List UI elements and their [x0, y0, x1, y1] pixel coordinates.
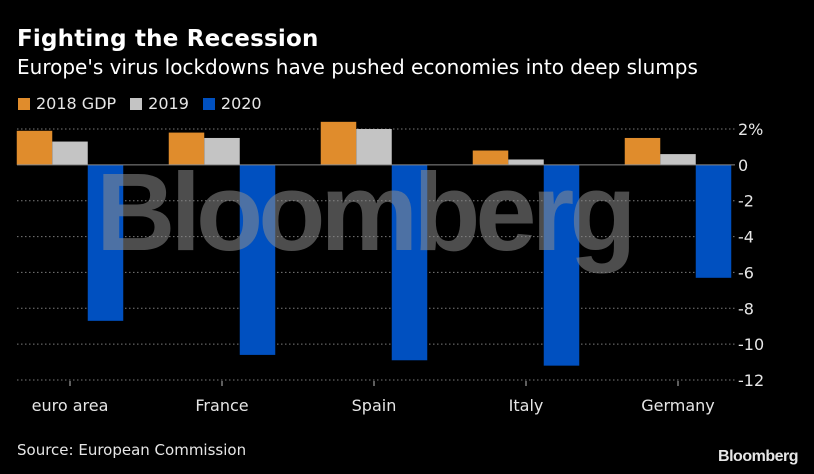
- bar-2020-spain: [391, 164, 428, 361]
- bar-2018-gdp-euro-area: [16, 130, 53, 165]
- y-tick-label: -12: [738, 371, 764, 390]
- y-axis-ticks: 2% 0 -2 -4 -6 -8 -10 -12: [738, 120, 764, 390]
- x-tick-label: Spain: [352, 396, 397, 415]
- legend: 2018 GDP 2019 2020: [18, 94, 276, 113]
- legend-item-2019: 2019: [130, 94, 189, 113]
- chart-title: Fighting the Recession: [17, 26, 319, 52]
- y-tick-label: 2%: [738, 120, 763, 139]
- y-tick-label: -6: [738, 263, 754, 282]
- bar-2019-spain: [356, 129, 392, 165]
- legend-swatch-2019: [130, 97, 143, 110]
- bar-2019-euro-area: [52, 141, 88, 165]
- x-tick-label: France: [195, 396, 248, 415]
- x-tick-label: Italy: [509, 396, 544, 415]
- legend-label-2019: 2019: [148, 94, 189, 113]
- legend-swatch-2020: [202, 97, 215, 110]
- source-note: Source: European Commission: [17, 441, 247, 459]
- bar-2018-gdp-france: [168, 132, 205, 165]
- y-tick-label: 0: [738, 156, 748, 175]
- chart-subtitle: Europe's virus lockdowns have pushed eco…: [17, 55, 698, 79]
- bar-2018-gdp-italy: [472, 150, 509, 165]
- bar-2020-germany: [695, 164, 732, 278]
- x-axis-ticks: euro area France Spain Italy Germany: [32, 381, 715, 415]
- bar-2019-germany: [660, 154, 696, 165]
- legend-item-2020: 2020: [202, 94, 262, 113]
- bar-2020-france: [239, 164, 276, 355]
- bar-2018-gdp-spain: [320, 121, 357, 165]
- legend-item-2018: 2018 GDP: [18, 94, 116, 113]
- legend-label-2018: 2018 GDP: [36, 94, 117, 113]
- gridlines: [17, 128, 735, 381]
- x-tick-label: euro area: [32, 396, 109, 415]
- bar-2020-euro-area: [87, 164, 124, 321]
- bar-2019-france: [204, 137, 240, 165]
- bars: [16, 121, 732, 366]
- x-tick-label: Germany: [641, 396, 715, 415]
- bar-2019-italy: [508, 159, 544, 165]
- bar-2020-italy: [543, 164, 580, 366]
- legend-swatch-2018: [18, 97, 30, 110]
- y-tick-label: -10: [738, 335, 764, 354]
- y-tick-label: -2: [738, 192, 754, 211]
- y-tick-label: -8: [738, 299, 754, 318]
- bloomberg-logo: Bloomberg: [718, 448, 798, 465]
- bar-2018-gdp-germany: [624, 137, 661, 165]
- y-tick-label: -4: [738, 228, 754, 247]
- legend-label-2020: 2020: [220, 94, 262, 113]
